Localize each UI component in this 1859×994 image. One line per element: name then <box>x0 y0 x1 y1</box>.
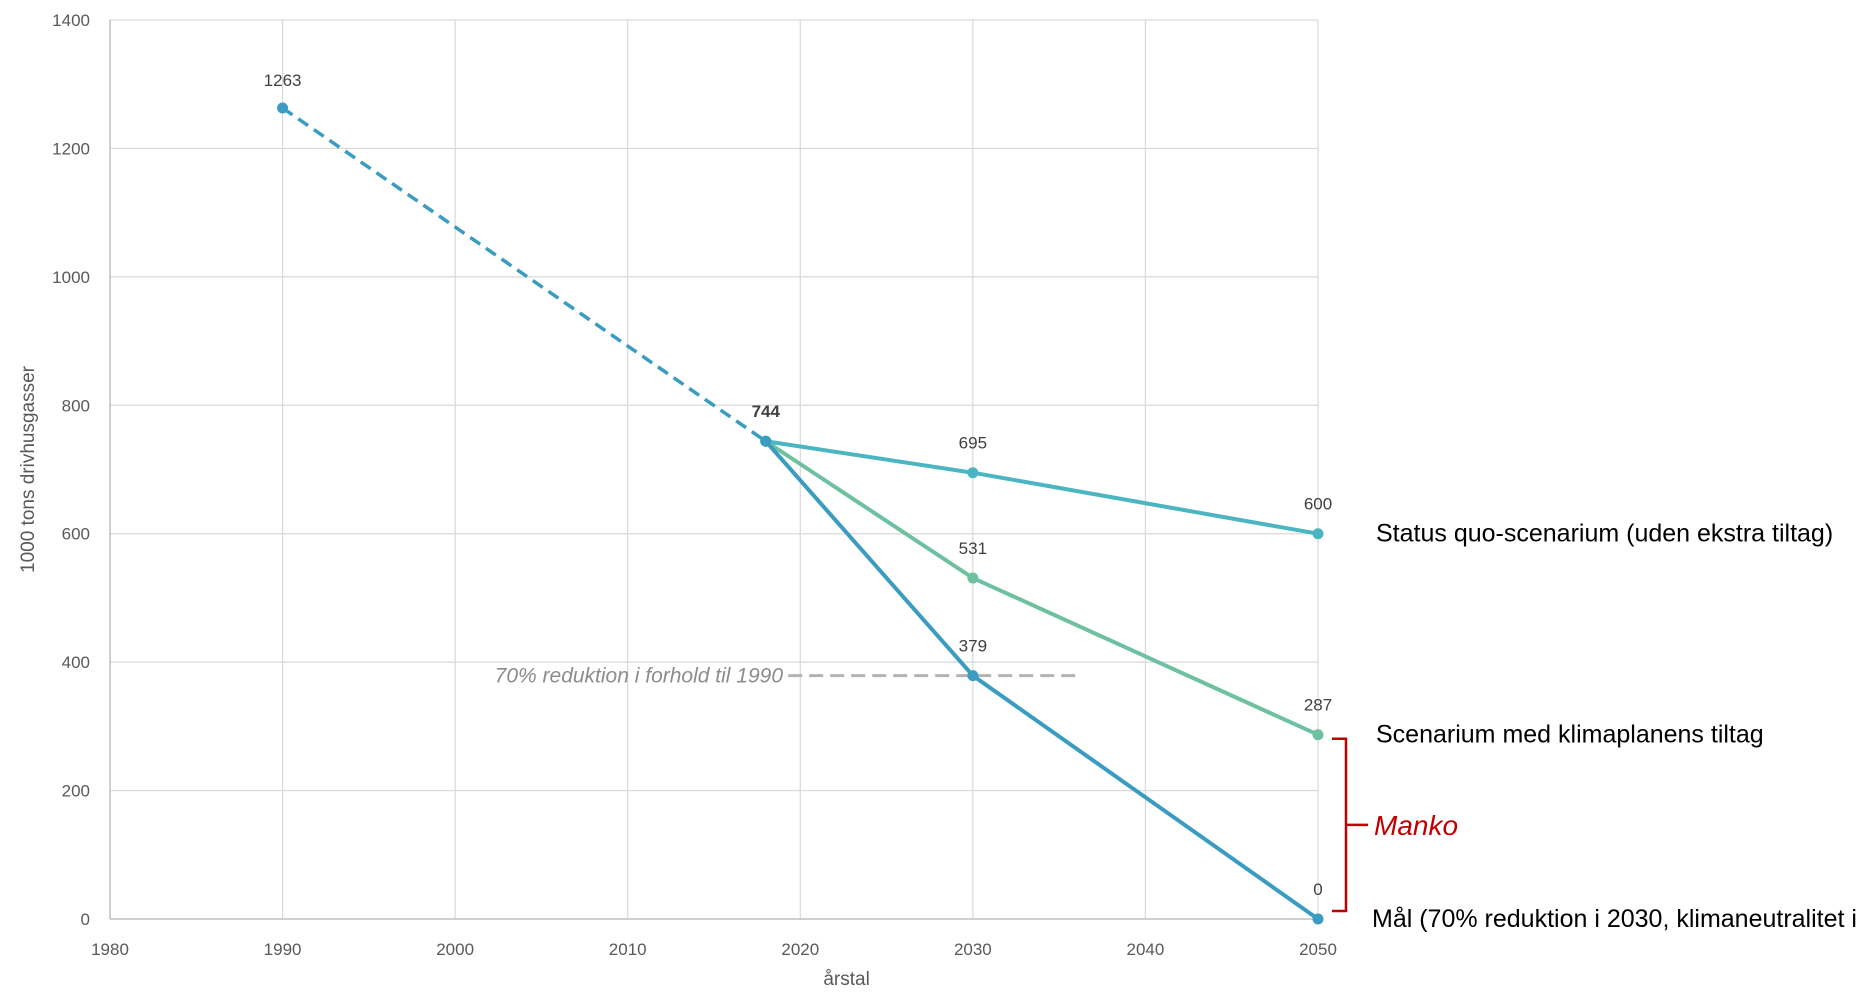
data-label-1263: 1263 <box>264 71 302 90</box>
x-axis-title: årstal <box>823 969 869 990</box>
series-line-2 <box>764 439 1320 921</box>
data-label: 287 <box>1304 696 1332 715</box>
annotations: 70% reduktion i forhold til 1990 Manko <box>495 665 1458 913</box>
manko-bracket <box>1332 737 1368 913</box>
y-tick-label: 200 <box>62 782 90 801</box>
x-tick-label: 2030 <box>954 940 992 959</box>
series-line-0 <box>765 439 1319 536</box>
x-tick-label: 2050 <box>1299 940 1337 959</box>
series-1-point <box>1312 729 1324 741</box>
y-tick-label: 800 <box>62 396 90 415</box>
series-2-point <box>760 435 772 447</box>
series-2-point <box>967 670 979 682</box>
data-label: 0 <box>1313 880 1322 899</box>
y-tick-label: 0 <box>81 910 90 929</box>
x-tick-label: 2040 <box>1127 940 1165 959</box>
manko-label: Manko <box>1374 810 1458 841</box>
axes: 1980 1990 2000 2010 2020 2030 2040 2050 0 200 400 6… <box>52 11 1337 959</box>
data-label: 531 <box>959 539 987 558</box>
data-label: 695 <box>959 434 987 453</box>
data-label: 379 <box>959 637 987 656</box>
reduction-annotation: 70% reduktion i forhold til 1990 <box>495 665 784 688</box>
data-label: 600 <box>1304 495 1332 514</box>
y-tick-label: 1000 <box>52 268 90 287</box>
history-line <box>281 106 767 443</box>
y-tick-label: 1200 <box>52 139 90 158</box>
series-0-point <box>967 467 979 479</box>
data-labels: 1263 744 695 600 Status quo-scenarium (uden … <box>264 71 1859 933</box>
series-1-point <box>967 572 979 584</box>
x-tick-label: 2020 <box>781 940 819 959</box>
series-name-label: Mål (70% reduktion i 2030, klimaneutrali… <box>1372 905 1859 933</box>
history-point-1990 <box>277 102 289 114</box>
series-0-point <box>1312 528 1324 540</box>
grid <box>110 19 1319 919</box>
y-tick-label: 400 <box>62 653 90 672</box>
series-points <box>277 102 1324 925</box>
series-name-label: Status quo-scenarium (uden ekstra tiltag… <box>1376 520 1833 548</box>
y-axis-title: 1000 tons drivhusgasser <box>18 365 39 573</box>
series-name-label: Scenarium med klimaplanens tiltag <box>1376 721 1764 749</box>
x-tick-label: 2000 <box>436 940 474 959</box>
x-tick-label: 2010 <box>609 940 647 959</box>
x-tick-label: 1980 <box>91 940 129 959</box>
series-2-point <box>1312 913 1324 925</box>
x-tick-label: 1990 <box>264 940 302 959</box>
data-label-744: 744 <box>752 402 781 421</box>
y-tick-label: 1400 <box>52 11 90 30</box>
y-tick-label: 600 <box>62 525 90 544</box>
